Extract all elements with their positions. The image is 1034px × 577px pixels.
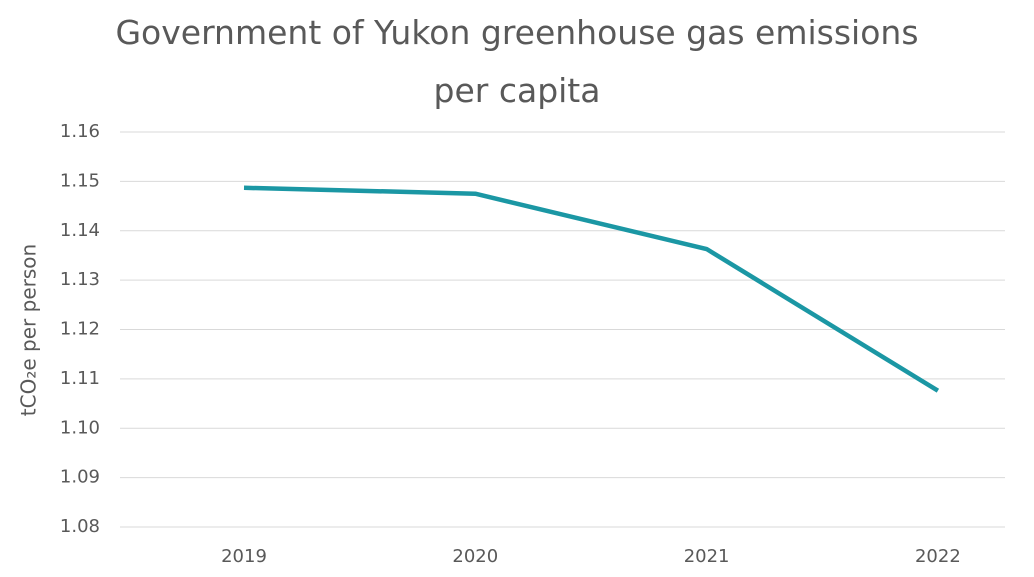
y-tick-label: 1.15: [60, 170, 100, 191]
x-tick-label: 2020: [452, 546, 498, 567]
y-axis-label: tCO₂e per person: [17, 244, 41, 416]
y-tick-label: 1.09: [60, 467, 100, 488]
x-tick-label: 2022: [915, 546, 961, 567]
y-tick-label: 1.14: [60, 220, 100, 241]
y-tick-label: 1.10: [60, 417, 100, 438]
y-tick-label: 1.12: [60, 319, 100, 340]
x-tick-label: 2019: [221, 546, 267, 567]
y-tick-label: 1.08: [60, 516, 100, 537]
y-tick-label: 1.11: [60, 368, 100, 389]
y-tick-label: 1.13: [60, 269, 100, 290]
data-line: [243, 185, 940, 393]
chart-title: Government of Yukon greenhouse gas emiss…: [115, 13, 919, 110]
y-tick-label: 1.16: [60, 121, 100, 142]
x-tick-label: 2021: [684, 546, 730, 567]
